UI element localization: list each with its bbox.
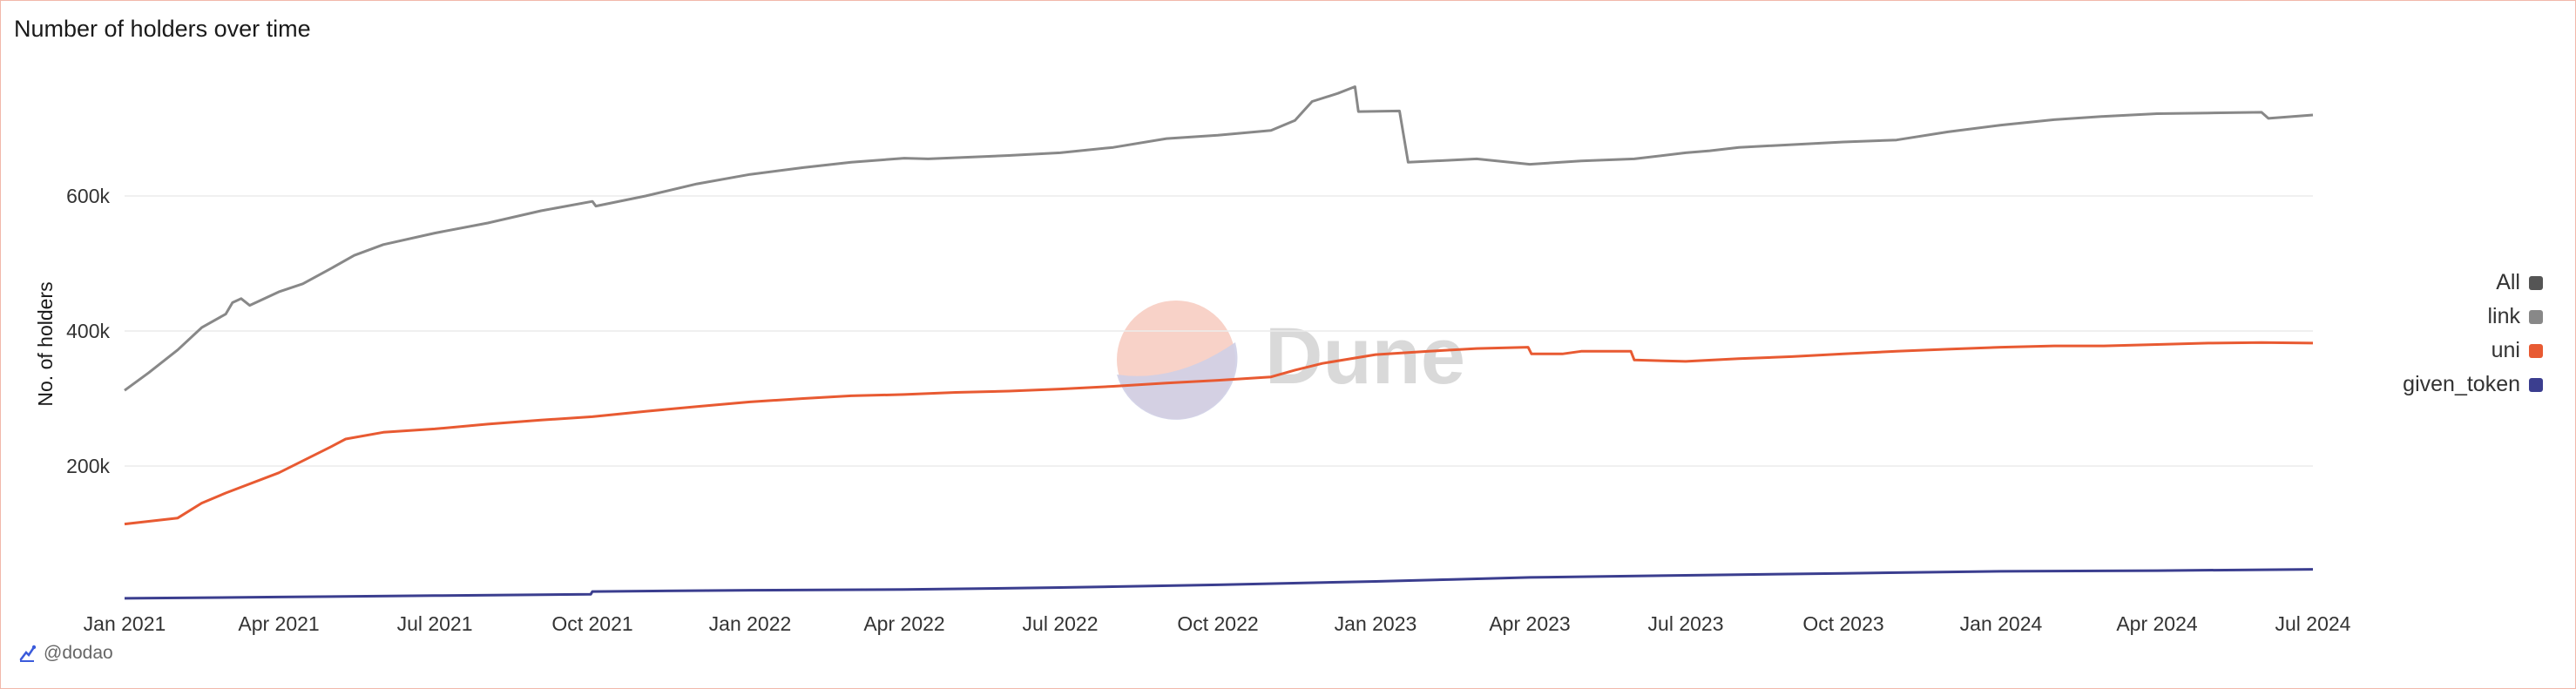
x-tick-label: Jan 2021 [84, 612, 166, 635]
legend-label: All [2496, 270, 2520, 294]
y-axis-label: No. of holders [34, 281, 57, 406]
x-tick-label: Jan 2022 [709, 612, 792, 635]
legend-swatch [2529, 377, 2543, 392]
dune-watermark: Dune [1117, 301, 1465, 420]
legend-swatch [2529, 275, 2543, 290]
y-tick-label: 600k [66, 185, 110, 207]
series-line-uni[interactable] [124, 341, 2314, 526]
legend-item-given-token[interactable]: given_token [2403, 372, 2543, 397]
x-tick-label: Jul 2024 [2275, 612, 2351, 635]
y-tick-label: 400k [66, 320, 110, 342]
watermark-circle-lower [1117, 342, 1238, 420]
x-tick-label: Oct 2022 [1177, 612, 1258, 635]
legend: All link uni given_token [2403, 270, 2543, 397]
x-tick-label: Jul 2023 [1648, 612, 1724, 635]
legend-item-uni[interactable]: uni [2491, 338, 2543, 363]
x-tick-label: Jul 2021 [397, 612, 473, 635]
legend-label: given_token [2403, 372, 2520, 396]
x-tick-label: Apr 2021 [238, 612, 319, 635]
x-tick-label: Apr 2024 [2116, 612, 2198, 635]
y-tick-label: 200k [66, 455, 110, 477]
x-tick-label: Oct 2021 [551, 612, 632, 635]
legend-item-link[interactable]: link [2487, 304, 2543, 329]
series-line-link[interactable] [124, 85, 2314, 392]
chart-title: Number of holders over time [14, 16, 311, 42]
legend-label: uni [2491, 338, 2520, 362]
y-axis-ticks: 200k 400k 600k [66, 185, 110, 477]
x-axis-ticks: Jan 2021 Apr 2021 Jul 2021 Oct 2021 Jan 2022… [84, 612, 2351, 635]
dune-spark-icon [19, 645, 37, 662]
series-lines [124, 85, 2314, 600]
x-tick-label: Apr 2023 [1489, 612, 1570, 635]
legend-swatch [2529, 343, 2543, 358]
series-line-given_token[interactable] [124, 568, 2314, 600]
legend-item-all[interactable]: All [2496, 270, 2543, 295]
footer: @dodao [17, 643, 113, 664]
x-tick-label: Jan 2024 [1960, 612, 2043, 635]
legend-swatch [2529, 309, 2543, 324]
x-tick-label: Jul 2022 [1023, 612, 1099, 635]
footer-user[interactable]: @dodao [44, 643, 113, 663]
grid-lines [125, 195, 2313, 467]
x-tick-label: Oct 2023 [1802, 612, 1883, 635]
legend-label: link [2487, 304, 2520, 328]
x-tick-label: Jan 2023 [1335, 612, 1417, 635]
x-tick-label: Apr 2022 [863, 612, 944, 635]
